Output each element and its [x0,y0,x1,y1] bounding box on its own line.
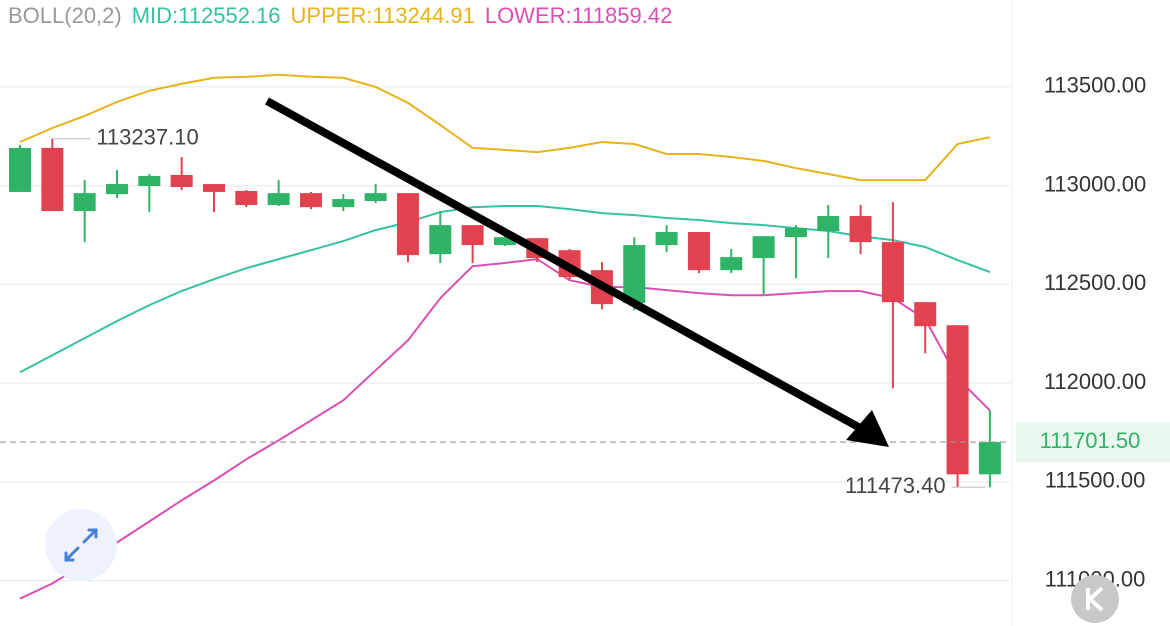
candle-body [687,232,710,271]
candle-body [41,147,64,212]
expand-icon[interactable] [64,528,98,562]
candle-body [623,245,646,304]
expand-button[interactable] [45,509,117,581]
legend-item: UPPER:113244.91 [291,3,475,28]
k-icon[interactable] [1086,586,1104,612]
candle-body [9,147,31,192]
candle-body [73,193,96,212]
candle-body [784,228,807,238]
candle-body [817,216,840,232]
k-button-bg[interactable] [1071,575,1119,623]
k-button[interactable] [1071,575,1119,623]
low-marker-label: 111473.40 [845,473,946,498]
legend-item: LOWER:111859.42 [485,3,673,28]
band-line [19,258,991,600]
y-tick-label: 112500.00 [1044,270,1146,295]
candle-body [655,232,678,246]
candle-body [752,236,775,259]
candle-body [946,325,969,475]
candle-body [493,237,516,246]
candle-body [881,242,904,303]
candle-body [978,442,1001,475]
legend-item: MID:112552.16 [132,3,281,28]
trend-arrow-head [846,410,889,447]
candle-body [849,216,872,243]
legend: BOLL(20,2) MID:112552.16 UPPER:113244.91 L… [8,3,672,28]
current-price-box [1016,422,1170,463]
y-tick-label: 111500.00 [1045,468,1146,493]
candle-body [299,193,322,208]
high-marker-label: 113237.10 [96,125,198,150]
plot: 111701.50 113237.10 111473.40 [0,73,1170,600]
candle-body [235,190,258,205]
candle-body [202,184,225,192]
candle-body [429,225,452,255]
candle-body [170,174,193,188]
candle-body [396,193,419,256]
band-line [19,73,991,182]
expand-button-bg[interactable] [45,509,117,581]
candle-body [364,193,387,202]
candle-body [914,302,937,327]
grid: 113500.00 113000.00 112500.00 112000.00 1115… [0,73,1146,591]
trend-arrow-shaft [265,97,864,433]
y-tick-label: 113000.00 [1044,171,1146,196]
candle-body [720,257,743,271]
candle-body [267,193,290,205]
candle-body [105,184,128,195]
y-tick-label: 112000.00 [1044,369,1146,394]
candle-body [461,225,484,246]
current-price-label: 111701.50 [1040,428,1141,453]
indicator-label: BOLL(20,2) [8,3,122,28]
candle-body [138,175,161,187]
y-tick-label: 113500.00 [1044,73,1146,98]
candle-body [332,199,355,208]
